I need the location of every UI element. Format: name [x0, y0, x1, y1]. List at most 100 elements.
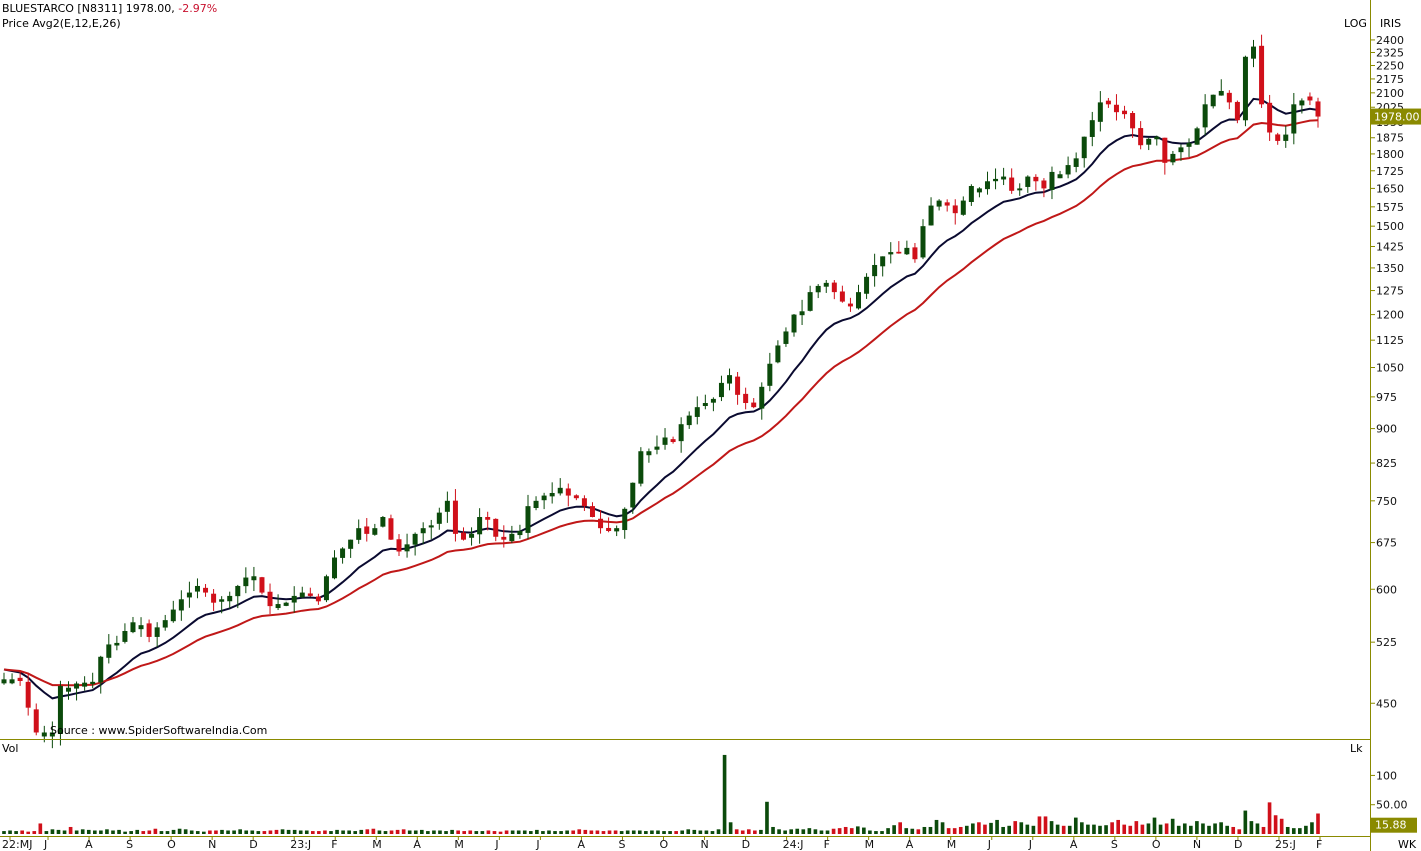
candle-body	[348, 539, 354, 549]
volume-bar	[38, 823, 43, 834]
price-tick-label: 1425	[1376, 240, 1404, 253]
candle-body	[162, 620, 168, 628]
candle	[533, 496, 539, 511]
volume-bar	[250, 830, 255, 834]
candle-body	[9, 679, 15, 684]
candle-body	[799, 311, 805, 316]
candle-body	[598, 518, 604, 529]
volume-bar	[1146, 823, 1151, 834]
volume-bar	[765, 801, 769, 834]
candle-body	[920, 226, 926, 258]
candle-body	[485, 516, 491, 520]
volume-bar	[1291, 828, 1296, 834]
candle	[243, 567, 249, 594]
time-tick-label: 23:J	[290, 838, 311, 851]
candle	[880, 256, 886, 277]
volume-bar	[214, 830, 218, 834]
volume-bar	[1279, 818, 1284, 834]
volume-bar	[704, 830, 709, 834]
volume-bar	[80, 829, 85, 834]
volume-bar	[1007, 825, 1011, 834]
period-label[interactable]: WK	[1398, 838, 1417, 851]
candle-body	[227, 595, 233, 602]
volume-bar	[619, 831, 624, 834]
candle	[710, 397, 716, 412]
candle-body	[831, 282, 837, 293]
candle	[1089, 111, 1095, 147]
volume-bar	[995, 819, 999, 834]
candle-body	[1234, 101, 1240, 121]
log-label[interactable]: LOG	[1344, 17, 1367, 30]
volume-bar	[371, 828, 376, 834]
volume-bar	[238, 829, 242, 834]
volume-bar	[1243, 810, 1248, 834]
candle-body	[1170, 153, 1176, 163]
volume-bar	[62, 830, 67, 834]
volume-bar	[202, 831, 206, 834]
candle	[831, 280, 837, 300]
volume-bar	[1298, 828, 1302, 834]
candle	[896, 241, 902, 254]
candle	[275, 594, 281, 611]
volume-bar	[607, 830, 612, 834]
candle	[98, 655, 104, 694]
volume-bar	[26, 831, 31, 834]
volume-bar	[232, 830, 236, 834]
candle-body	[444, 500, 450, 512]
volume-bar	[565, 830, 569, 834]
candle-body	[452, 500, 458, 534]
volume-bar	[547, 830, 551, 834]
volume-bar	[728, 822, 733, 834]
candle-body	[493, 518, 499, 537]
volume-bar	[1098, 825, 1102, 834]
candle	[807, 285, 813, 312]
candle	[557, 478, 563, 496]
volume-bar	[1164, 823, 1169, 834]
candle	[1049, 166, 1055, 200]
volume-bar	[740, 830, 745, 834]
candle-body	[1041, 180, 1047, 189]
volume-bar	[462, 831, 467, 834]
candle	[702, 394, 708, 410]
volume-bar	[922, 826, 927, 834]
last-volume-label: 15.88	[1375, 819, 1407, 832]
price-tick-label: 825	[1376, 457, 1397, 470]
volume-bar	[656, 830, 660, 834]
volume-bar	[56, 829, 61, 834]
candle	[638, 447, 644, 487]
candle	[219, 596, 225, 614]
volume-bar	[613, 830, 618, 834]
candle	[469, 527, 475, 546]
volume-bar	[1201, 823, 1205, 834]
volume-bar	[1061, 825, 1066, 834]
candle	[718, 375, 724, 402]
volume-bar	[1019, 822, 1024, 834]
chart-header: BLUESTARCO [N8311] 1978.00, -2.97%	[2, 2, 217, 15]
candle	[412, 532, 418, 556]
candle	[694, 396, 700, 425]
volume-bar	[1134, 821, 1139, 834]
iris-label[interactable]: IRIS	[1380, 17, 1401, 30]
volume-bar	[486, 830, 491, 834]
symbol-label: BLUESTARCO [N8311]	[2, 2, 123, 15]
candle	[1267, 94, 1273, 141]
candle-body	[332, 557, 338, 579]
volume-bar	[395, 829, 400, 834]
price-tick-label: 2100	[1376, 87, 1404, 100]
time-tick-label: J	[1028, 838, 1032, 851]
volume-bar	[795, 828, 800, 834]
volume-bar	[347, 830, 351, 834]
volume-tick-label: 100	[1376, 769, 1397, 782]
volume-bar	[674, 831, 678, 834]
volume-bar	[298, 830, 303, 834]
candle	[1234, 100, 1240, 124]
candle-body	[1138, 128, 1144, 146]
candle	[348, 539, 354, 558]
candle-body	[501, 536, 507, 540]
candle-body	[1, 679, 7, 684]
candle-body	[82, 682, 88, 687]
candle-body	[670, 439, 676, 443]
candle-body	[912, 247, 918, 260]
candle-body	[751, 402, 757, 408]
